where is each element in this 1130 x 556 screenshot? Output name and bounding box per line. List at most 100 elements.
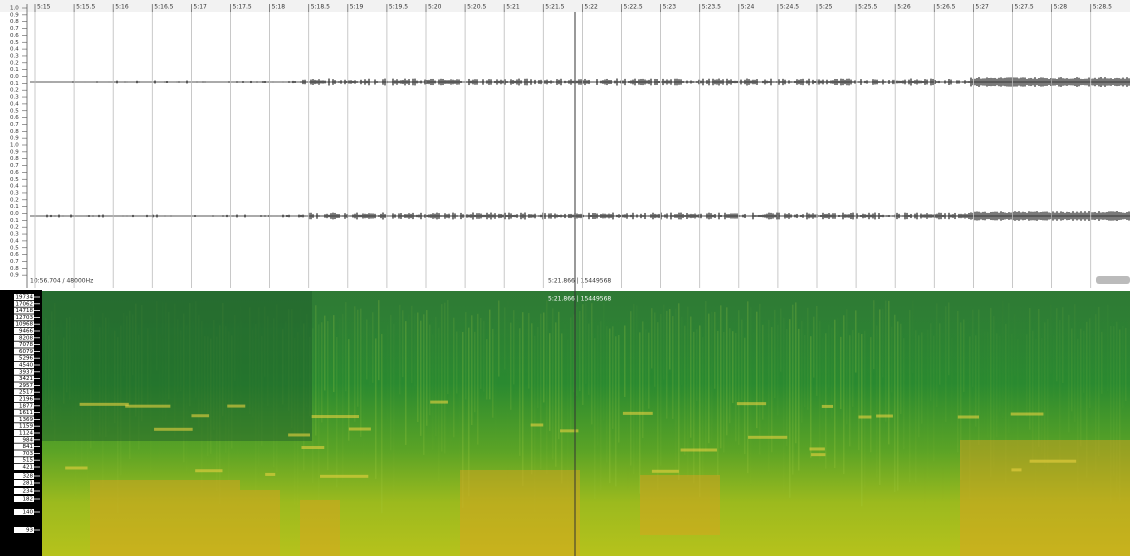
spectral-stripe (789, 319, 791, 498)
spectral-stripe (933, 336, 935, 462)
spectral-stripe (699, 325, 701, 497)
spectral-stripe (876, 325, 878, 477)
spectral-stripe (882, 309, 884, 378)
tonal-band (125, 405, 170, 408)
spectral-stripe (972, 310, 974, 387)
energy-region (640, 475, 720, 535)
energy-region (240, 490, 280, 556)
spectral-stripe (570, 318, 572, 434)
spectral-stripe (714, 312, 716, 389)
spectral-stripe (363, 320, 365, 459)
spectral-stripe (975, 335, 977, 427)
spectral-stripe (708, 314, 710, 444)
spectral-stripe (333, 315, 335, 392)
spectral-stripe (771, 327, 773, 452)
amplitude-label: 0.9 (10, 136, 19, 142)
spectral-stripe (915, 330, 917, 482)
spectral-stripe (549, 333, 551, 431)
spectral-stripe (504, 307, 506, 369)
spectral-stripe (783, 318, 785, 493)
ruler-label: 5:28.5 (1093, 4, 1112, 11)
ruler-label: 5:24.5 (780, 4, 799, 11)
spectral-stripe (540, 314, 542, 470)
ruler-label: 5:15.5 (76, 4, 95, 11)
ruler-label: 5:17 (193, 4, 207, 11)
spectral-stripe (336, 337, 338, 487)
spectral-stripe (339, 318, 341, 482)
spectral-stripe (1053, 335, 1055, 401)
spectral-stripe (375, 338, 377, 478)
energy-region (90, 480, 240, 556)
spectral-stripe (630, 311, 632, 465)
spectral-stripe (957, 311, 959, 452)
amplitude-label: 0.5 (10, 245, 19, 251)
amplitude-label: 0.2 (10, 60, 19, 66)
tonal-band (430, 401, 448, 404)
spectral-stripe (609, 329, 611, 484)
frequency-label: 281 (23, 481, 34, 487)
tonal-band (301, 446, 324, 449)
spectral-stripe (921, 332, 923, 423)
spectral-stripe (678, 303, 680, 480)
tonal-band (811, 453, 825, 456)
amplitude-label: 0.2 (10, 225, 19, 231)
spectral-stripe (807, 308, 809, 410)
amplitude-label: 0.7 (10, 163, 19, 169)
tonal-band (858, 416, 871, 419)
ruler-label: 5:25.5 (858, 4, 877, 11)
spectral-stripe (888, 301, 890, 445)
tonal-band (876, 415, 893, 418)
spectral-stripe (1008, 303, 1010, 434)
spectral-stripe (804, 335, 806, 407)
ruler-label: 5:15 (37, 4, 51, 11)
tonal-band (531, 423, 544, 426)
ruler-label: 5:18.5 (311, 4, 330, 11)
energy-region (300, 500, 340, 556)
frequency-label: 1611 (19, 410, 33, 416)
spectral-stripe (444, 303, 446, 454)
spectral-stripe (423, 314, 425, 455)
tonal-band (652, 470, 679, 473)
frequency-label: 234 (23, 489, 34, 495)
spectral-stripe (456, 331, 458, 393)
amplitude-label: 0.4 (10, 47, 19, 53)
spectral-stripe (720, 305, 722, 448)
spectral-stripe (657, 322, 659, 490)
spectral-stripe (555, 322, 557, 466)
spectral-stripe (729, 328, 731, 423)
spectral-stripe (759, 304, 761, 455)
spectral-stripe (354, 306, 356, 422)
spectral-stripe (432, 335, 434, 450)
frequency-label: 1369 (19, 417, 33, 423)
amplitude-label: 0.4 (10, 238, 19, 244)
ruler-label: 5:28 (1054, 4, 1068, 11)
frequency-label: 1877 (19, 403, 33, 409)
energy-region (960, 440, 1130, 556)
amplitude-label: 0.9 (10, 149, 19, 155)
spectral-stripe (843, 315, 845, 474)
spectral-stripe (696, 329, 698, 401)
spectral-stripe (348, 339, 350, 441)
frequency-label: 841 (23, 444, 34, 450)
amplitude-label: 0.5 (10, 108, 19, 114)
spectral-stripe (1071, 328, 1073, 411)
spectral-stripe (663, 305, 665, 380)
spectral-stripe (1020, 306, 1022, 379)
spectral-stripe (633, 304, 635, 474)
spectral-stripe (834, 320, 836, 468)
scrollbar[interactable] (1096, 276, 1130, 284)
spectral-stripe (1122, 326, 1124, 409)
spectral-stripe (351, 322, 353, 456)
amplitude-label: 0.5 (10, 40, 19, 46)
spectral-stripe (825, 333, 827, 468)
amplitude-label: 1.0 (10, 143, 19, 149)
spectral-stripe (342, 314, 344, 481)
spectral-stripe (330, 315, 332, 448)
spectral-stripe (573, 314, 575, 392)
spectral-stripe (465, 312, 467, 399)
spectral-stripe (939, 323, 941, 384)
spectral-stripe (381, 334, 383, 513)
amplitude-label: 0.3 (10, 190, 19, 196)
spectral-stripe (963, 319, 965, 392)
spectral-stripe (666, 311, 668, 419)
